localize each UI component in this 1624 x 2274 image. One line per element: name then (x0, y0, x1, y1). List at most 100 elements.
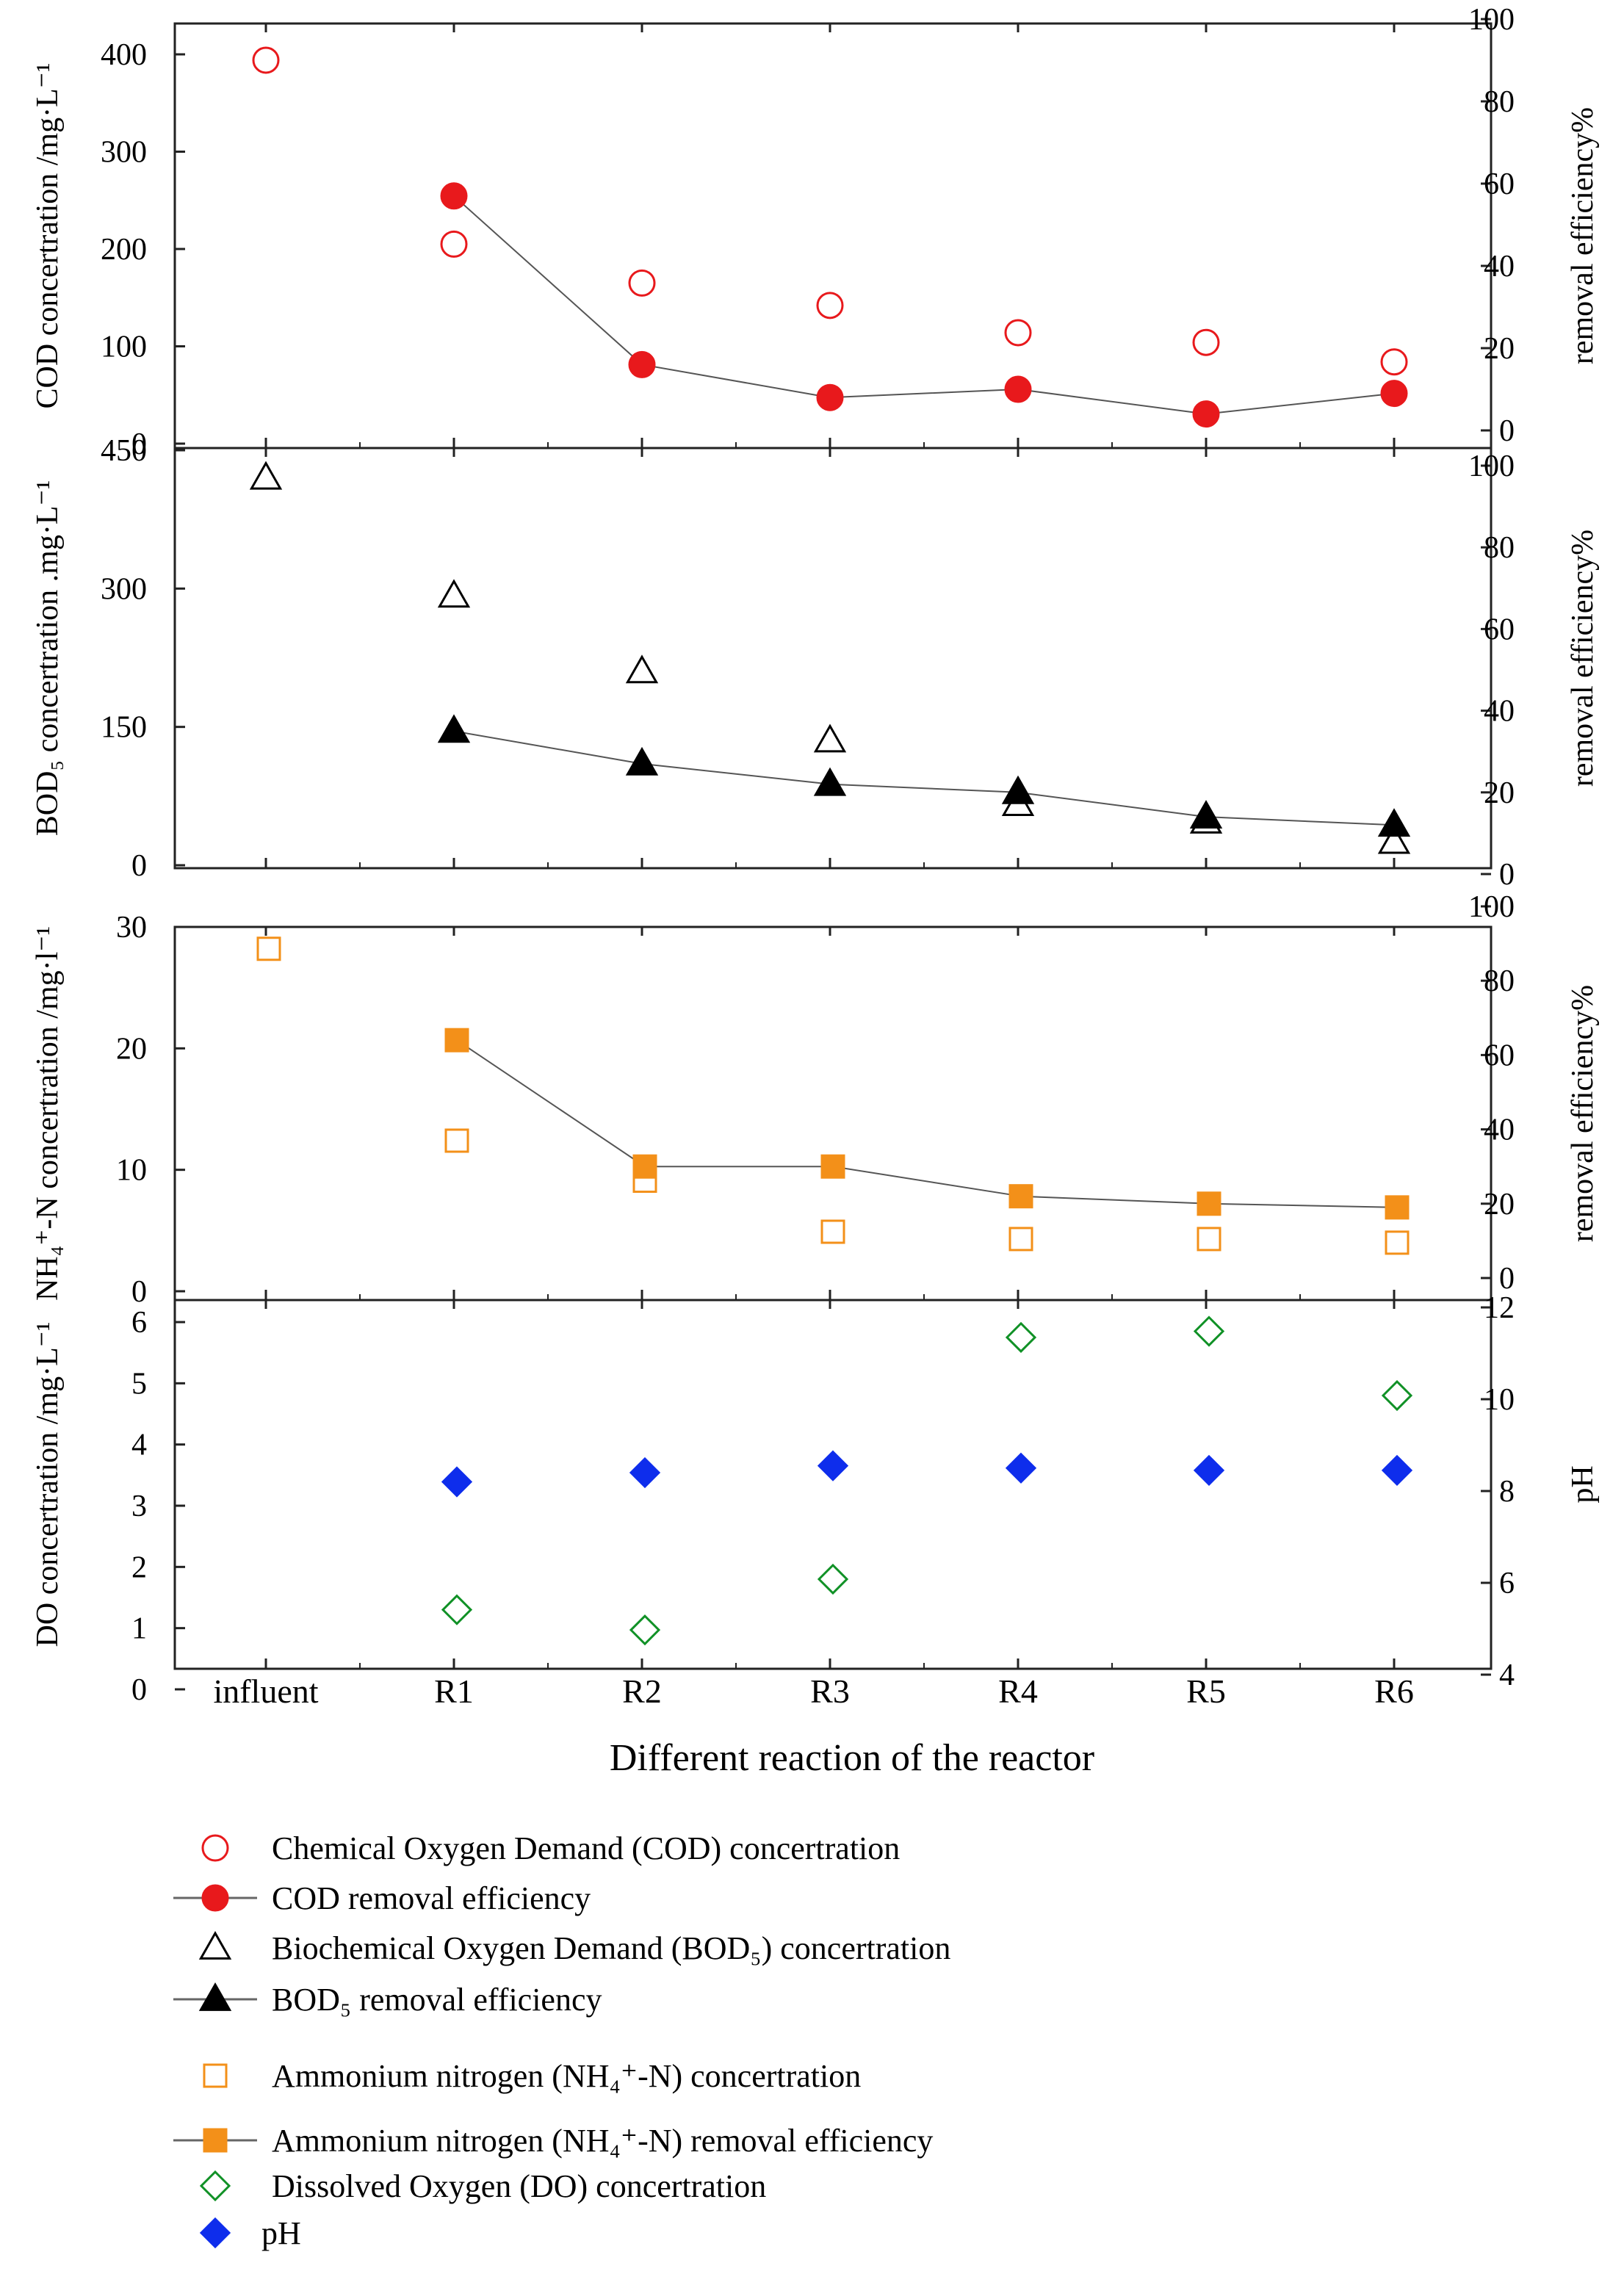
right-tick-label: 100 (1468, 890, 1515, 924)
point-cod-s0-3 (816, 292, 844, 320)
point-bod-s1-5 (1377, 808, 1411, 837)
left-tick-label: 3 (131, 1490, 147, 1523)
legend-marker (199, 2170, 231, 2202)
right-tick-label: 40 (1484, 1113, 1515, 1147)
legend-entry-1: COD removal efficiency (173, 1880, 591, 1916)
point-cod-s1-1 (628, 350, 656, 378)
right-tick-label: 60 (1484, 167, 1515, 201)
right-tick-label: 40 (1484, 695, 1515, 729)
point-cod-s1-2 (816, 383, 844, 411)
panel-frame-bod (173, 447, 1493, 870)
legend-marker (203, 2128, 228, 2153)
point-bod-s0-0 (249, 461, 283, 490)
legend-entry-0: Chemical Oxygen Demand (COD) concertrati… (201, 1830, 900, 1866)
point-cod-s0-6 (1380, 348, 1408, 376)
legend-entry-2: Biochemical Oxygen Demand (BOD₅) concert… (198, 1930, 950, 1966)
left-tick-label: 0 (131, 1673, 147, 1707)
legend-label: Ammonium nitrogen (NH₄⁺-N) concertration (272, 2058, 861, 2094)
legend-marker (201, 1884, 229, 1912)
right-tick-label: 0 (1499, 1262, 1515, 1296)
legend-marker (198, 1930, 232, 1960)
x-axis-title: Different reaction of the reactor (610, 1737, 1094, 1779)
point-nh4-s1-5 (1385, 1195, 1410, 1220)
left-tick-label: 20 (116, 1032, 147, 1066)
legend-label: Chemical Oxygen Demand (COD) concertrati… (272, 1830, 900, 1866)
left-tick-label: 1 (131, 1612, 147, 1646)
point-cod-s0-0 (252, 46, 280, 74)
point-nh4-s0-1 (444, 1128, 469, 1153)
point-do-s0-0 (441, 1594, 473, 1625)
left-tick-label: 0 (131, 849, 147, 883)
series-line-nh4-1 (456, 1039, 1398, 1208)
point-nh4-s1-4 (1197, 1191, 1221, 1216)
left-tick-label: 2 (131, 1551, 147, 1584)
right-axis-label: removal efficiency% (1566, 985, 1600, 1242)
right-tick-label: 4 (1499, 1658, 1515, 1692)
legend-label: Biochemical Oxygen Demand (BOD₅) concert… (272, 1930, 950, 1966)
x-tick-label: R1 (434, 1672, 474, 1710)
right-tick-label: 60 (1484, 1039, 1515, 1072)
left-axis-label: DO concertration /mg·L⁻¹ (31, 1322, 65, 1647)
legend-label: BOD₅ removal efficiency (272, 1982, 602, 2018)
legend-entry-3: BOD₅ removal efficiency (173, 1982, 602, 2018)
right-tick-label: 10 (1484, 1383, 1515, 1417)
right-tick-label: 80 (1484, 85, 1515, 119)
left-tick-label: 6 (131, 1306, 147, 1340)
point-nh4-s1-0 (444, 1028, 469, 1053)
right-axis-label: removal efficiency% (1566, 107, 1600, 364)
left-tick-label: 300 (101, 572, 147, 606)
right-tick-label: 8 (1499, 1475, 1515, 1509)
right-tick-label: 6 (1499, 1567, 1515, 1600)
left-tick-label: 10 (116, 1154, 147, 1188)
left-tick-label: 0 (131, 1275, 147, 1309)
panel-frame-nh4 (173, 925, 1493, 1302)
x-tick-label: influent (213, 1672, 318, 1710)
x-tick-label: R6 (1374, 1672, 1414, 1710)
axis-ticks: 0100200300400020406080100015030045002040… (101, 3, 1515, 1707)
panel-frames (173, 22, 1493, 1670)
right-tick-label: 60 (1484, 613, 1515, 646)
point-do-s1-4 (1193, 1454, 1225, 1486)
left-axis-label: NH₄⁺-N concertration /mg·l⁻¹ (31, 926, 65, 1301)
point-cod-s1-4 (1192, 400, 1220, 428)
right-tick-label: 20 (1484, 1188, 1515, 1221)
point-bod-s1-4 (1189, 800, 1223, 829)
left-tick-label: 4 (131, 1429, 147, 1462)
right-tick-label: 80 (1484, 964, 1515, 998)
point-nh4-s0-6 (1385, 1230, 1410, 1255)
point-cod-s0-5 (1192, 328, 1220, 356)
right-axis-label: removal efficiency% (1566, 530, 1600, 787)
right-tick-label: 20 (1484, 776, 1515, 810)
x-tick-label: R2 (622, 1672, 662, 1710)
point-do-s1-1 (629, 1457, 661, 1489)
point-do-s0-3 (1005, 1321, 1037, 1353)
point-do-s0-5 (1381, 1379, 1413, 1412)
right-tick-label: 0 (1499, 414, 1515, 448)
point-nh4-s0-5 (1197, 1227, 1221, 1252)
point-do-s0-1 (629, 1614, 661, 1646)
point-bod-s0-6 (1377, 825, 1411, 854)
right-tick-label: 100 (1468, 450, 1515, 483)
right-tick-label: 40 (1484, 250, 1515, 284)
left-tick-label: 400 (101, 38, 147, 72)
legend-entry-4: Ammonium nitrogen (NH₄⁺-N) concertration (203, 2058, 861, 2094)
left-tick-label: 150 (101, 711, 147, 745)
right-tick-label: 100 (1468, 3, 1515, 37)
x-tick-label: R4 (998, 1672, 1038, 1710)
legend-entry-7: pH (199, 2215, 301, 2251)
panel-frame-do (173, 1299, 1493, 1670)
point-do-s1-2 (817, 1450, 849, 1481)
legend-entry-6: Dissolved Oxygen (DO) concertration (199, 2168, 766, 2204)
point-bod-s0-3 (813, 723, 847, 753)
left-tick-label: 200 (101, 233, 147, 267)
point-nh4-s0-0 (256, 936, 281, 961)
series-line-cod-1 (453, 195, 1395, 415)
point-do-s0-2 (817, 1563, 849, 1595)
legend-marker (198, 1982, 232, 2011)
point-nh4-s1-1 (632, 1154, 657, 1179)
point-cod-s1-0 (440, 182, 468, 210)
legend-marker (199, 2217, 231, 2249)
point-nh4-s0-3 (820, 1219, 845, 1244)
legend-marker (203, 2063, 228, 2088)
point-do-s0-4 (1193, 1315, 1225, 1347)
